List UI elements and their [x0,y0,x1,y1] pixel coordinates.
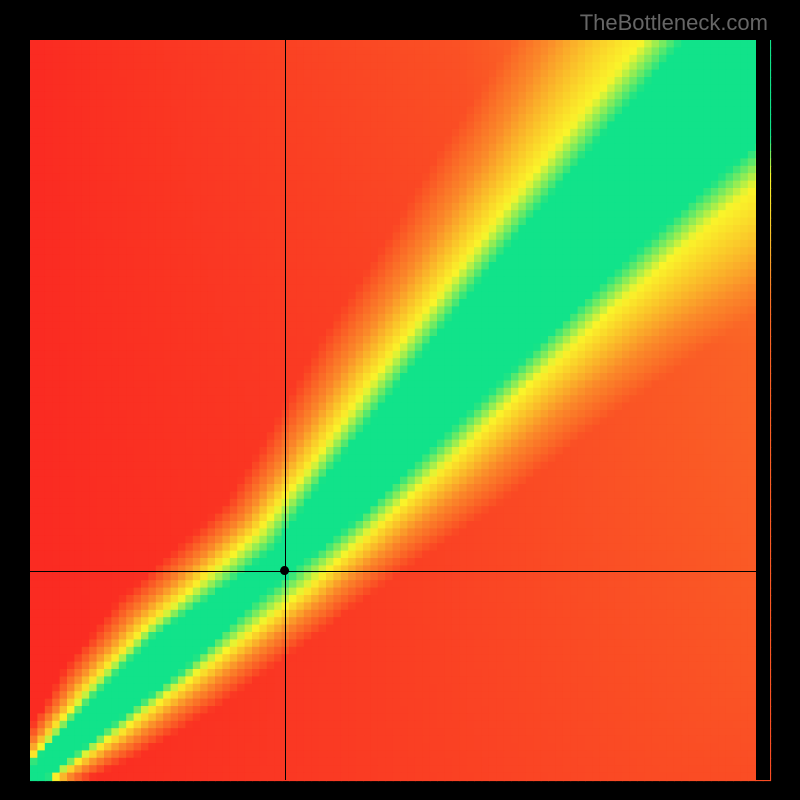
heatmap-canvas [0,0,800,800]
watermark-text: TheBottleneck.com [580,10,768,36]
chart-frame: TheBottleneck.com [0,0,800,800]
